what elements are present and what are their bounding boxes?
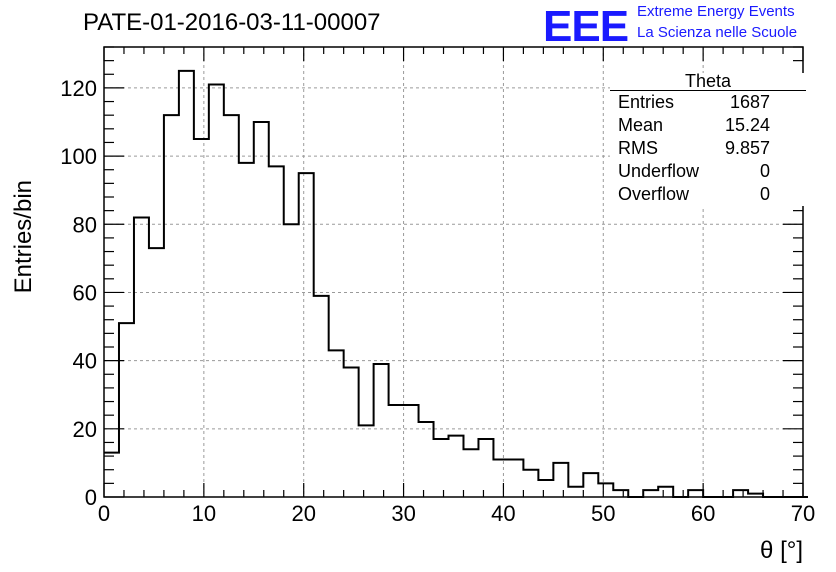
histogram-bin (523, 470, 538, 497)
histogram-bin (583, 473, 598, 497)
axes-frame (103, 46, 804, 498)
histogram-bin (254, 122, 269, 497)
x-tick-label: 10 (192, 501, 216, 526)
histogram-bin (389, 405, 404, 497)
plot-frame (103, 46, 804, 498)
plot-title: PATE-01-2016-03-11-00007 (83, 9, 381, 36)
x-tick-label: 20 (291, 501, 315, 526)
stats-box: Theta Entries 1687 Mean 15.24 RMS 9.857 Underf… (610, 72, 806, 206)
histogram-bin (269, 166, 284, 497)
histogram-bin (404, 405, 419, 497)
x-tick-label: 60 (691, 501, 715, 526)
histogram-bin (284, 224, 299, 497)
histogram-bin (164, 115, 179, 497)
stats-value: 1687 (729, 92, 770, 112)
logo-line-2: La Scienza nelle Scuole (637, 24, 798, 41)
stats-row-rms: RMS 9.857 (610, 137, 806, 160)
x-tick-label: 0 (98, 501, 110, 526)
histogram-series (104, 69, 808, 498)
x-axis-label: θ [°] (760, 537, 803, 564)
histogram-bin (344, 367, 359, 497)
x-tick-label: 30 (391, 501, 415, 526)
tick-labels: 0 10 20 30 40 50 60 70 0 20 40 60 80 100 120 (60, 76, 815, 526)
histogram-bin (643, 490, 658, 497)
y-tick-label: 120 (60, 76, 97, 101)
stats-row-underflow: Underflow 0 (610, 160, 806, 183)
stats-value: 15.24 (724, 115, 770, 135)
y-tick-label: 60 (73, 280, 97, 305)
eee-logo: EEE (543, 2, 629, 51)
histogram-bin (194, 139, 209, 497)
stats-value: 9.857 (724, 138, 770, 158)
histogram-bin (239, 163, 254, 497)
stats-row-entries: Entries 1687 (610, 91, 806, 114)
histogram-bin (149, 248, 164, 497)
histogram-bin (568, 487, 583, 497)
x-tick-label: 40 (491, 501, 515, 526)
stats-row-mean: Mean 15.24 (610, 114, 806, 137)
stats-label: Mean (618, 115, 664, 135)
logo-line-1: Extreme Energy Events (637, 3, 795, 20)
histogram-bin (374, 364, 389, 497)
histogram-bin (119, 323, 134, 497)
histogram-bin (553, 463, 568, 497)
histogram-bin (209, 85, 224, 498)
histogram-bin (359, 425, 374, 497)
histogram-bin (179, 71, 194, 497)
histogram-outline (104, 69, 808, 498)
histogram-bin (688, 490, 703, 497)
histogram-bin (598, 483, 613, 497)
stats-label: Overflow (618, 184, 690, 204)
stats-label: RMS (618, 138, 658, 158)
stats-label: Entries (618, 92, 675, 112)
y-tick-label: 0 (85, 485, 97, 510)
histogram-bin (134, 217, 149, 497)
x-tick-label: 50 (591, 501, 615, 526)
stats-label: Underflow (618, 161, 700, 181)
stats-title: Theta (610, 72, 806, 91)
stats-value: 0 (759, 161, 770, 181)
histogram-bin (508, 460, 523, 498)
histogram-bin (478, 439, 493, 497)
histogram-bin (104, 453, 119, 497)
y-tick-label: 20 (73, 417, 97, 442)
histogram-bin (613, 490, 628, 497)
stats-value: 0 (759, 184, 770, 204)
histogram-bin (733, 490, 748, 497)
histogram-bin (434, 439, 449, 497)
histogram-bin (538, 480, 553, 497)
histogram-bin (463, 449, 478, 497)
y-tick-label: 40 (73, 349, 97, 374)
y-tick-label: 100 (60, 144, 97, 169)
y-axis-label: Entries/bin (10, 180, 37, 293)
x-tick-label: 70 (791, 501, 815, 526)
histogram-bin (449, 436, 464, 497)
histogram-bin (224, 115, 239, 497)
histogram-bin (299, 173, 314, 497)
histogram-bin (658, 487, 673, 497)
stats-row-overflow: Overflow 0 (610, 183, 806, 206)
histogram-bin (314, 296, 329, 497)
histogram-bin (493, 460, 508, 498)
histogram-bin (329, 350, 344, 497)
histogram-bin (419, 422, 434, 497)
y-tick-label: 80 (73, 212, 97, 237)
